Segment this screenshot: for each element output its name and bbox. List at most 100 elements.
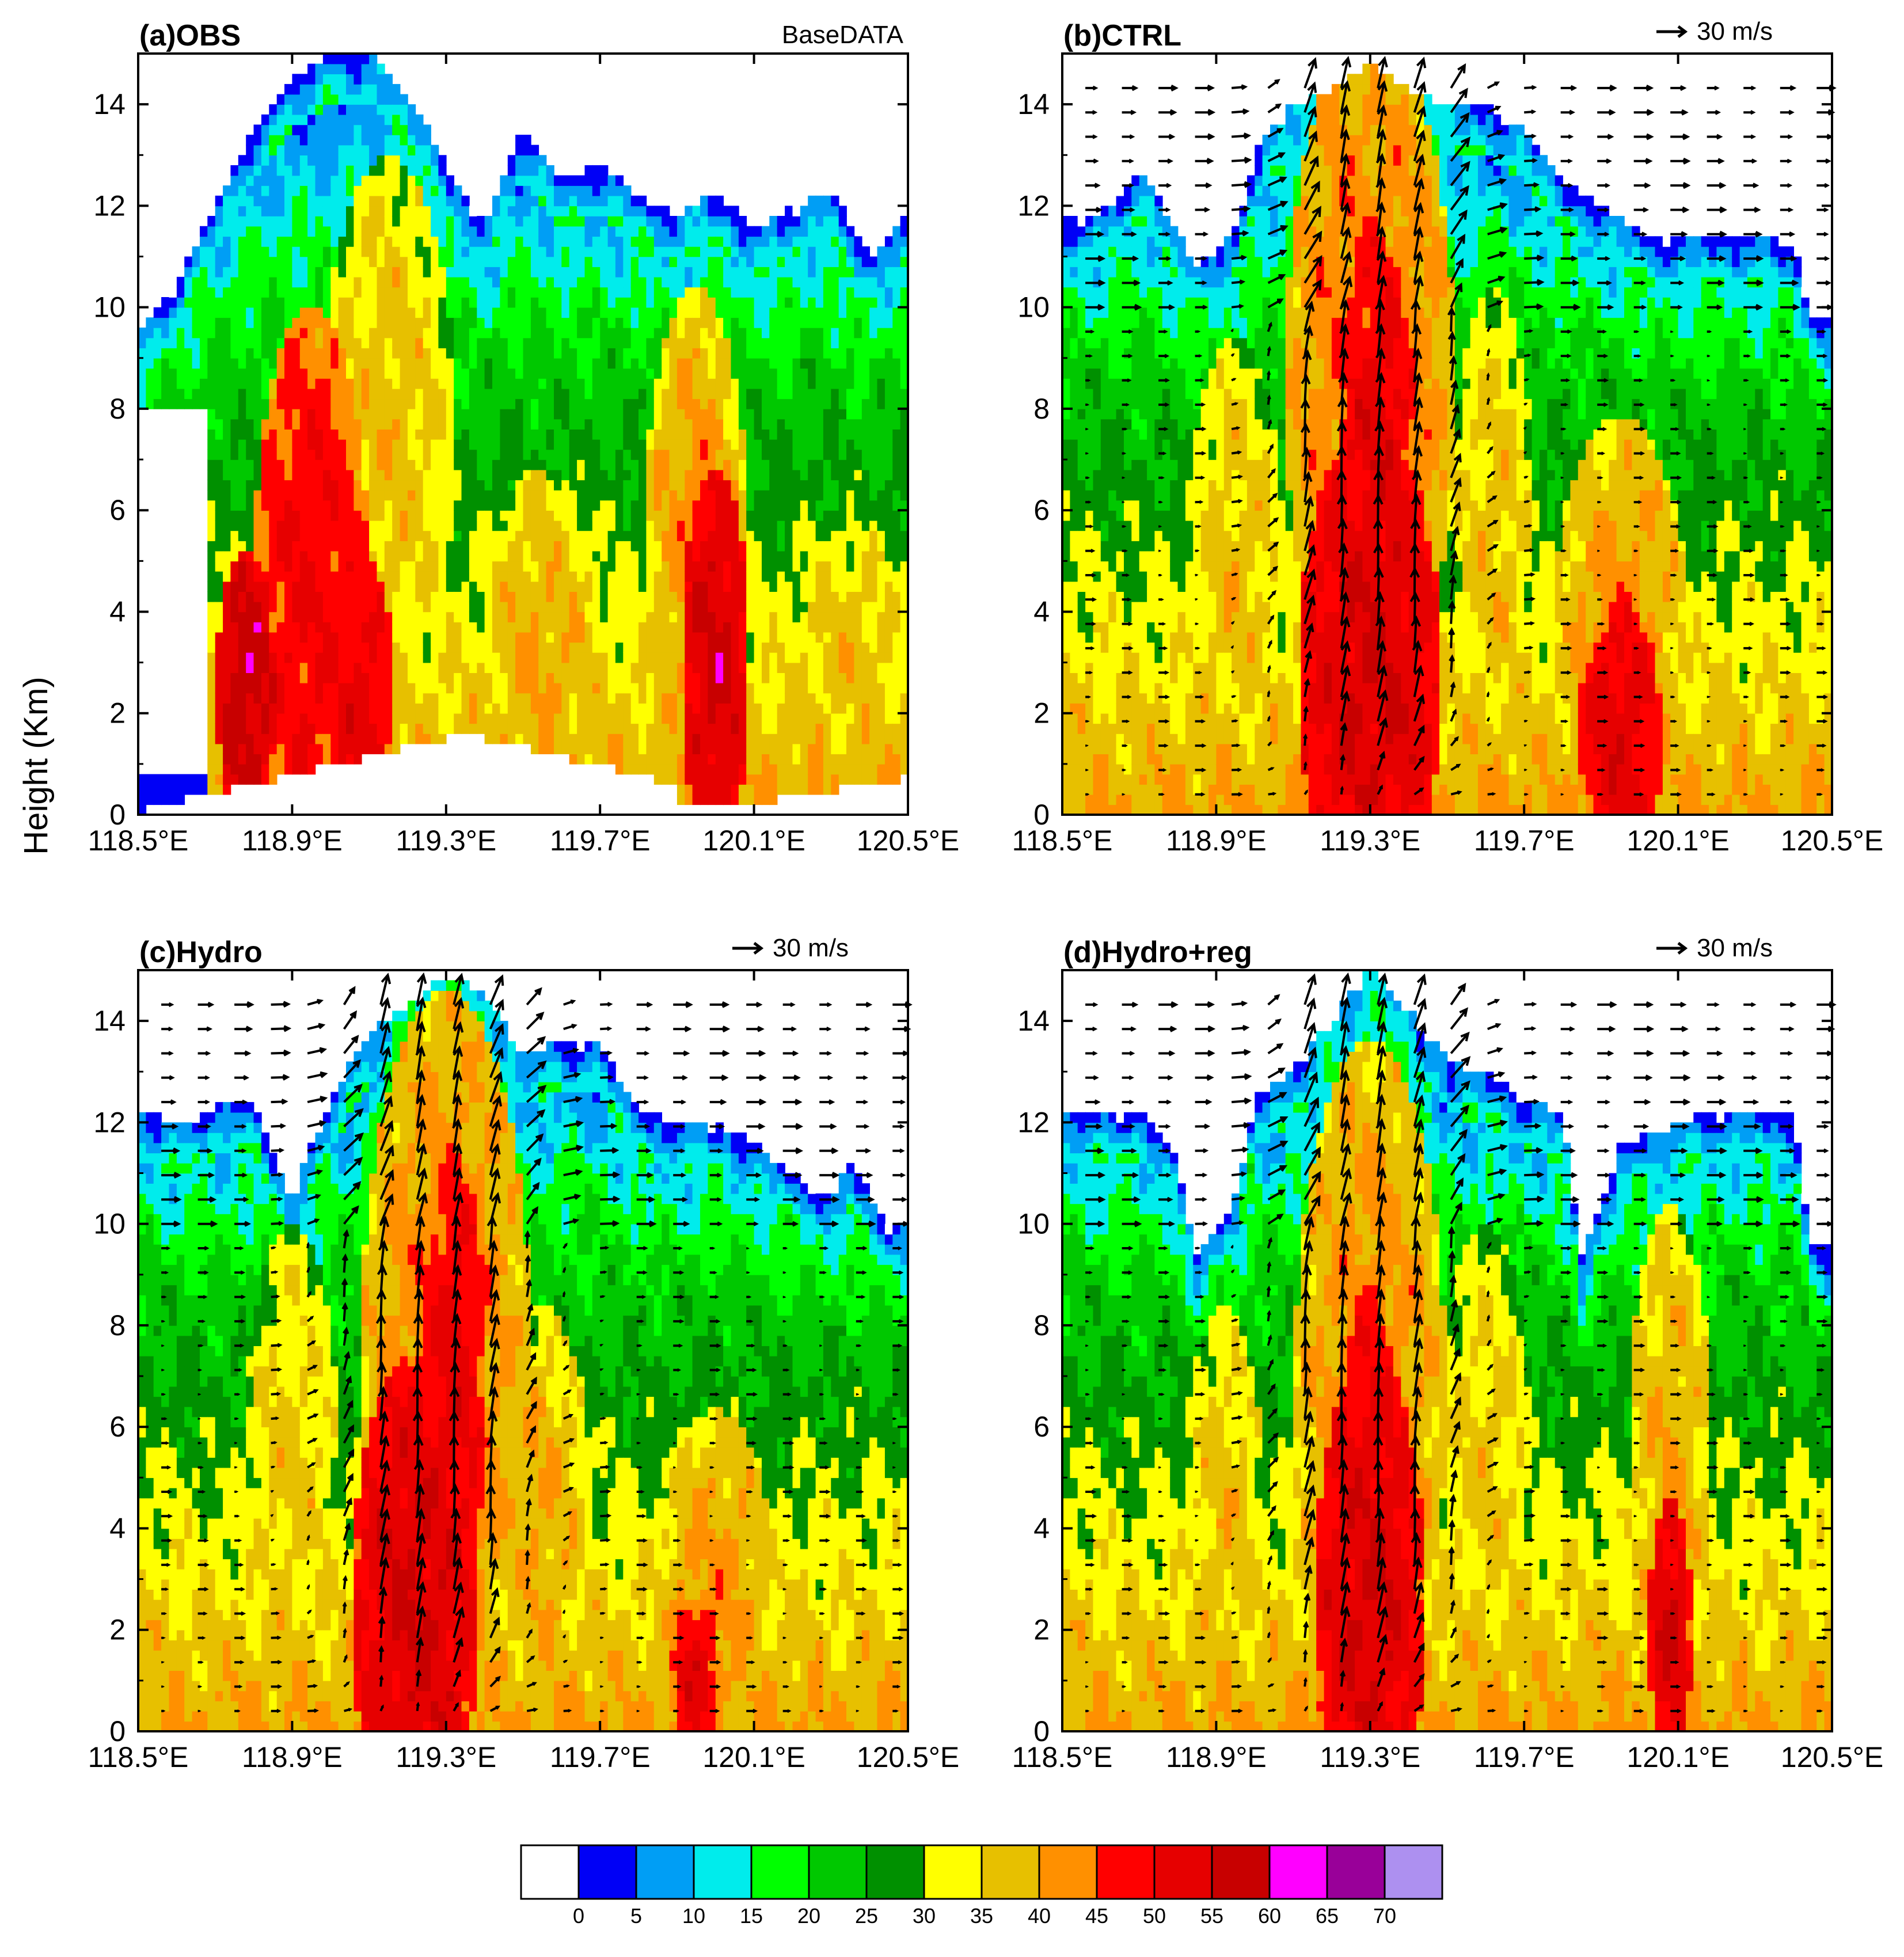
wind-vector [1413,1581,1425,1614]
wind-vector [161,1172,182,1179]
wind-vector [1230,1269,1235,1274]
wind-vector [673,1270,685,1275]
wind-vector [782,1636,787,1639]
wind-vector [1158,1294,1170,1299]
wind-vector [1597,1563,1607,1567]
wind-vector [1340,80,1351,113]
wind-vector [197,1612,208,1616]
wind-vector [197,1489,206,1494]
wind-vector [1340,1094,1351,1127]
wind-vector [1560,1636,1569,1640]
wind-vector [1195,1001,1215,1008]
wind-vector [709,1392,720,1397]
wind-vector [1780,183,1793,188]
wind-vector [819,1538,830,1543]
wind-vector [1303,1215,1315,1249]
wind-vector [1085,1027,1098,1032]
wind-vector [1560,255,1578,262]
wind-vector [856,1026,871,1032]
wind-vector [526,1157,542,1176]
wind-vector [563,1536,571,1542]
wind-vector [1158,622,1166,626]
wind-vector [1816,1393,1823,1396]
wind-vector [1780,1124,1794,1129]
wind-vector [1231,132,1252,139]
wind-vector [1085,1465,1096,1470]
wind-vector [1450,1104,1470,1127]
wind-vector [197,1660,204,1664]
wind-vector [1560,1172,1578,1179]
wind-vector [1267,370,1271,381]
wind-vector [1450,1599,1456,1614]
wind-vector [1816,1196,1832,1203]
wind-vector [1633,378,1644,382]
wind-vector [1707,1588,1711,1591]
wind-vector [343,1084,363,1103]
wind-vector [1413,250,1424,283]
wind-vector [673,1514,679,1518]
wind-vector [271,1659,283,1665]
wind-vector [1743,1099,1759,1105]
wind-vector [746,1708,758,1713]
wind-vector [1340,202,1351,235]
wind-vector [271,1025,292,1032]
wind-vector [1597,743,1607,748]
wind-vector [1122,646,1134,651]
wind-vector [1487,1071,1506,1079]
panel-frame [137,52,909,816]
wind-vector [1780,695,1790,699]
wind-vector [1340,226,1352,259]
wind-vector [1670,598,1675,601]
wind-vector [1267,225,1289,235]
wind-vector [343,1654,348,1663]
wind-vector [1122,255,1139,262]
wind-vector [1450,1420,1461,1444]
wind-vector [1450,1202,1462,1225]
wind-vector [1158,1685,1167,1689]
wind-vector [1158,1050,1176,1057]
wind-vector [489,1289,500,1322]
wind-vector [1231,1048,1252,1056]
wind-vector [1780,207,1794,212]
wind-vector [1816,378,1829,383]
wind-vector [856,1124,870,1129]
wind-vector [1743,1612,1749,1615]
panel-title: (d)Hydro+reg [1063,936,1252,969]
wind-vector [1816,1685,1825,1689]
wind-vector [1303,519,1316,552]
wind-vector [161,1538,172,1543]
wind-vector [1230,1537,1235,1541]
wind-vector [1487,105,1502,114]
wind-vector [856,1612,866,1616]
wind-vector [1195,354,1203,358]
wind-vector [1195,1587,1203,1591]
wind-vector [819,1075,834,1081]
wind-vector [1524,1171,1545,1179]
wind-vector [856,1587,867,1591]
wind-vector [1268,792,1277,796]
wind-vector [1340,664,1351,697]
wind-vector [161,1587,169,1591]
wind-vector [1486,324,1492,332]
wind-vector [1158,134,1176,140]
wind-vector [856,1685,861,1688]
wind-vector [673,1246,683,1251]
wind-vector [1524,548,1534,553]
wind-vector [709,1050,730,1057]
wind-vector [636,1319,644,1323]
wind-vector [489,1587,500,1614]
wind-vector [1413,755,1425,771]
wind-vector [1487,1684,1494,1688]
wind-vector [234,1343,245,1348]
wind-vector [343,986,356,1005]
wind-vector [1231,1171,1248,1177]
y-tick-label: 0 [109,799,126,831]
y-tick-label: 2 [1033,697,1050,729]
wind-vector [1560,719,1569,723]
wind-vector [1523,329,1534,333]
wind-vector [746,1271,750,1274]
wind-vector [1780,109,1795,115]
wind-vector [306,1486,314,1493]
wind-vector [1707,573,1718,577]
